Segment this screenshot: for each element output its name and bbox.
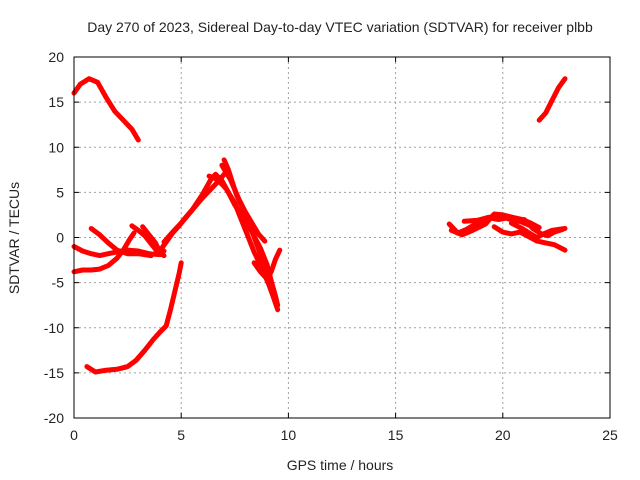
series-arc-7 (84, 260, 184, 375)
x-tick-label: 10 (281, 427, 297, 443)
y-tick-label: 5 (56, 184, 64, 200)
y-tick-label: 10 (48, 139, 64, 155)
series-arc-13 (251, 247, 283, 282)
y-tick-label: 0 (56, 230, 64, 246)
series-arc-10 (206, 173, 281, 313)
data-series (71, 76, 568, 375)
series-arc-19 (521, 217, 566, 239)
x-tick-label: 5 (177, 427, 185, 443)
series-arc-4 (88, 226, 154, 259)
x-tick-label: 25 (602, 427, 618, 443)
series-arc-1 (71, 76, 141, 143)
y-tick-label: 20 (48, 49, 64, 65)
y-tick-label: -10 (44, 320, 64, 336)
x-tick-label: 15 (388, 427, 404, 443)
series-arc-17 (491, 224, 568, 253)
chart-title: Day 270 of 2023, Sidereal Day-to-day VTE… (87, 19, 593, 35)
x-tick-label: 20 (495, 427, 511, 443)
grid (74, 57, 610, 418)
y-tick-label: 15 (48, 94, 64, 110)
series-arc-18 (508, 220, 568, 240)
y-tick-label: -5 (52, 275, 65, 291)
x-axis-label: GPS time / hours (287, 457, 394, 473)
x-tick-label: 0 (70, 427, 78, 443)
axis-ticks: 0 5 10 15 20 25 -20 -15 -10 -5 0 5 10 15 20 (44, 49, 618, 443)
y-axis-label: SDTVAR / TECUs (6, 182, 22, 294)
series-arc-3 (71, 230, 137, 275)
series-arc-6 (140, 224, 167, 259)
y-tick-label: -20 (44, 410, 64, 426)
y-tick-label: -15 (44, 365, 64, 381)
series-arc-12 (219, 162, 268, 244)
series-arc-20 (536, 76, 568, 123)
